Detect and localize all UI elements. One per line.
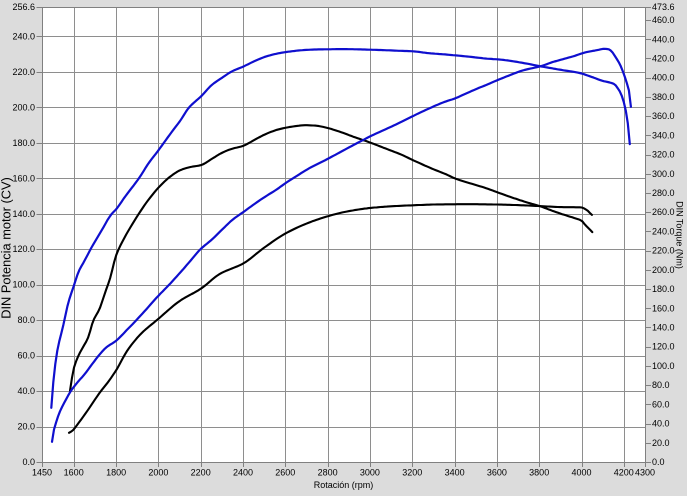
svg-text:3000: 3000 [360,468,380,478]
svg-text:80.0: 80.0 [17,315,35,325]
svg-text:360.0: 360.0 [652,111,675,121]
svg-text:180.0: 180.0 [12,138,35,148]
svg-text:100.0: 100.0 [12,280,35,290]
svg-text:4200: 4200 [614,468,634,478]
svg-text:200.0: 200.0 [652,265,675,275]
svg-text:60.0: 60.0 [652,399,670,409]
svg-text:3800: 3800 [529,468,549,478]
svg-text:420.0: 420.0 [652,53,675,63]
svg-text:473.6: 473.6 [652,2,675,12]
svg-text:DIN Torque (Nm): DIN Torque (Nm) [675,201,685,269]
svg-text:40.0: 40.0 [652,419,670,429]
svg-text:300.0: 300.0 [652,169,675,179]
svg-text:1600: 1600 [64,468,84,478]
svg-text:1450: 1450 [32,468,52,478]
svg-text:340.0: 340.0 [652,130,675,140]
svg-text:4300: 4300 [635,468,655,478]
svg-text:3200: 3200 [402,468,422,478]
svg-text:2800: 2800 [318,468,338,478]
svg-text:40.0: 40.0 [17,386,35,396]
svg-text:240.0: 240.0 [652,226,675,236]
svg-text:4000: 4000 [571,468,591,478]
svg-text:Rotación (rpm): Rotación (rpm) [314,480,374,490]
svg-text:1800: 1800 [106,468,126,478]
svg-text:400.0: 400.0 [652,73,675,83]
svg-text:DIN Potencia motor (CV): DIN Potencia motor (CV) [0,177,14,319]
svg-text:3400: 3400 [445,468,465,478]
svg-text:200.0: 200.0 [12,102,35,112]
svg-text:20.0: 20.0 [652,438,670,448]
svg-text:220.0: 220.0 [12,67,35,77]
svg-text:320.0: 320.0 [652,150,675,160]
svg-text:20.0: 20.0 [17,422,35,432]
svg-text:280.0: 280.0 [652,188,675,198]
svg-text:260.0: 260.0 [652,207,675,217]
svg-text:160.0: 160.0 [652,303,675,313]
svg-text:2000: 2000 [148,468,168,478]
svg-text:460.0: 460.0 [652,15,675,25]
svg-text:140.0: 140.0 [652,322,675,332]
svg-text:2600: 2600 [275,468,295,478]
svg-text:2400: 2400 [233,468,253,478]
svg-text:80.0: 80.0 [652,380,670,390]
svg-text:180.0: 180.0 [652,284,675,294]
svg-text:240.0: 240.0 [12,31,35,41]
svg-text:120.0: 120.0 [12,244,35,254]
svg-text:3600: 3600 [487,468,507,478]
svg-text:60.0: 60.0 [17,351,35,361]
svg-text:380.0: 380.0 [652,92,675,102]
svg-text:440.0: 440.0 [652,34,675,44]
svg-text:0.0: 0.0 [652,457,665,467]
svg-text:256.6: 256.6 [12,2,35,12]
svg-text:160.0: 160.0 [12,173,35,183]
svg-text:2200: 2200 [191,468,211,478]
svg-text:140.0: 140.0 [12,209,35,219]
svg-text:100.0: 100.0 [652,361,675,371]
svg-text:220.0: 220.0 [652,246,675,256]
svg-text:120.0: 120.0 [652,342,675,352]
svg-text:0.0: 0.0 [22,457,35,467]
